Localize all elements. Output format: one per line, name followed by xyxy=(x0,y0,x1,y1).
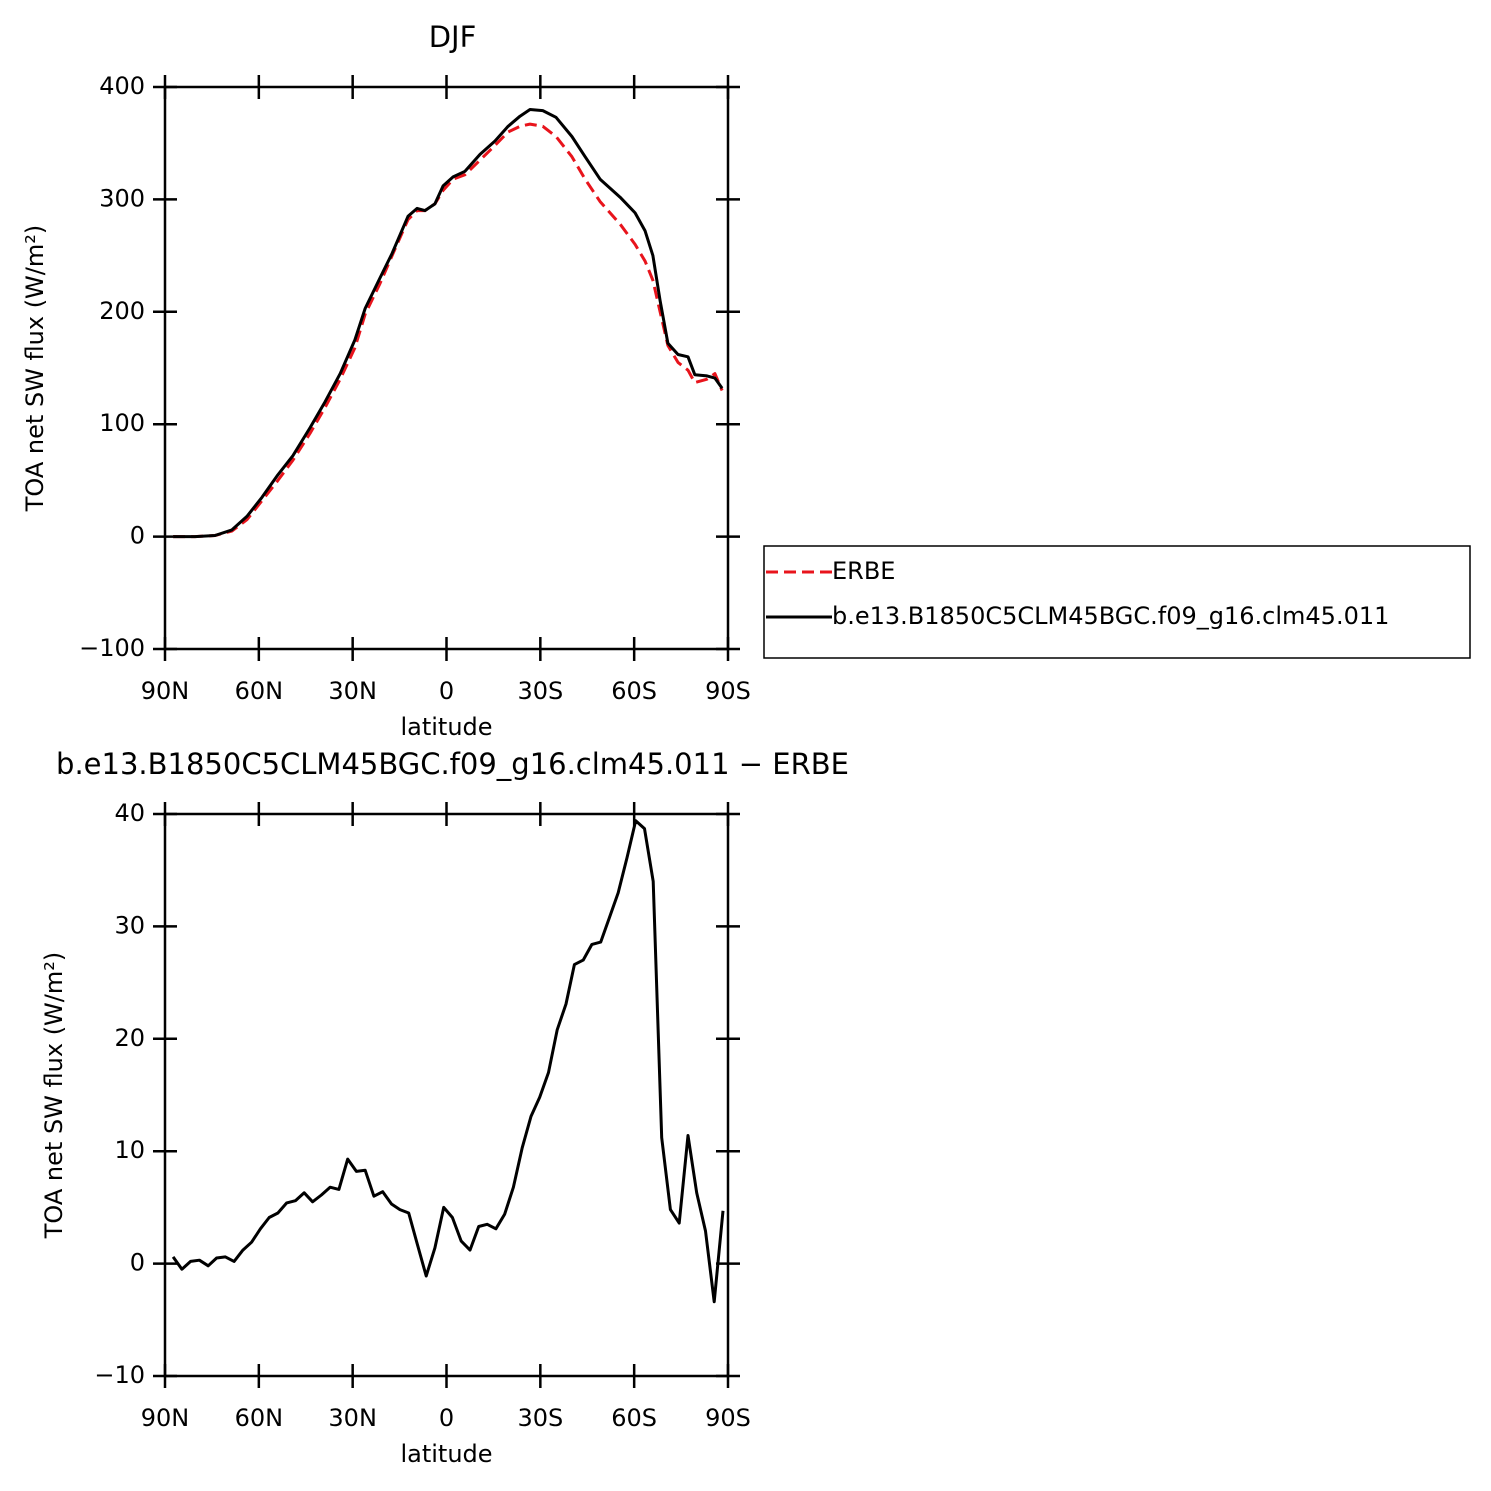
x-tick-label: 30N xyxy=(328,1404,377,1432)
x-tick-label: 60N xyxy=(235,677,284,705)
x-tick-label: 60S xyxy=(611,1404,657,1432)
y-tick-label: −100 xyxy=(79,634,145,662)
y-tick-label: 40 xyxy=(114,799,145,827)
y-tick-label: 0 xyxy=(130,522,145,550)
y-tick-label: 300 xyxy=(99,184,145,212)
y-axis-label: TOA net SW flux (W/m²) xyxy=(40,952,68,1240)
x-tick-label: 0 xyxy=(439,677,454,705)
y-tick-label: 20 xyxy=(114,1024,145,1052)
x-tick-label: 90N xyxy=(141,1404,190,1432)
y-tick-label: 200 xyxy=(99,297,145,325)
legend-label: b.e13.B1850C5CLM45BGC.f09_g16.clm45.011 xyxy=(832,602,1389,630)
x-tick-label: 30S xyxy=(517,1404,563,1432)
plot-frame xyxy=(163,85,730,651)
y-tick-label: 10 xyxy=(114,1136,145,1164)
x-axis-label: latitude xyxy=(400,713,492,741)
x-tick-label: 30N xyxy=(328,677,377,705)
plot-frame xyxy=(163,812,730,1378)
x-axis-label: latitude xyxy=(400,1440,492,1468)
y-tick-label: 30 xyxy=(114,911,145,939)
data-line xyxy=(171,819,725,1304)
x-tick-label: 90S xyxy=(705,677,751,705)
x-tick-label: 60S xyxy=(611,677,657,705)
x-tick-label: 90S xyxy=(705,1404,751,1432)
x-tick-label: 90N xyxy=(141,677,190,705)
data-line xyxy=(173,108,724,539)
y-tick-label: 400 xyxy=(99,72,145,100)
y-tick-label: 0 xyxy=(130,1249,145,1277)
y-tick-label: 100 xyxy=(99,409,145,437)
y-tick-label: −10 xyxy=(94,1361,145,1389)
chart-title: b.e13.B1850C5CLM45BGC.f09_g16.clm45.011 … xyxy=(56,747,849,781)
legend-box xyxy=(763,545,1471,659)
x-tick-label: 60N xyxy=(235,1404,284,1432)
data-line xyxy=(173,122,724,539)
y-axis-label: TOA net SW flux (W/m²) xyxy=(21,225,49,513)
x-tick-label: 30S xyxy=(517,677,563,705)
chart-title: DJF xyxy=(429,20,477,54)
legend-label: ERBE xyxy=(832,557,895,585)
x-tick-label: 0 xyxy=(439,1404,454,1432)
